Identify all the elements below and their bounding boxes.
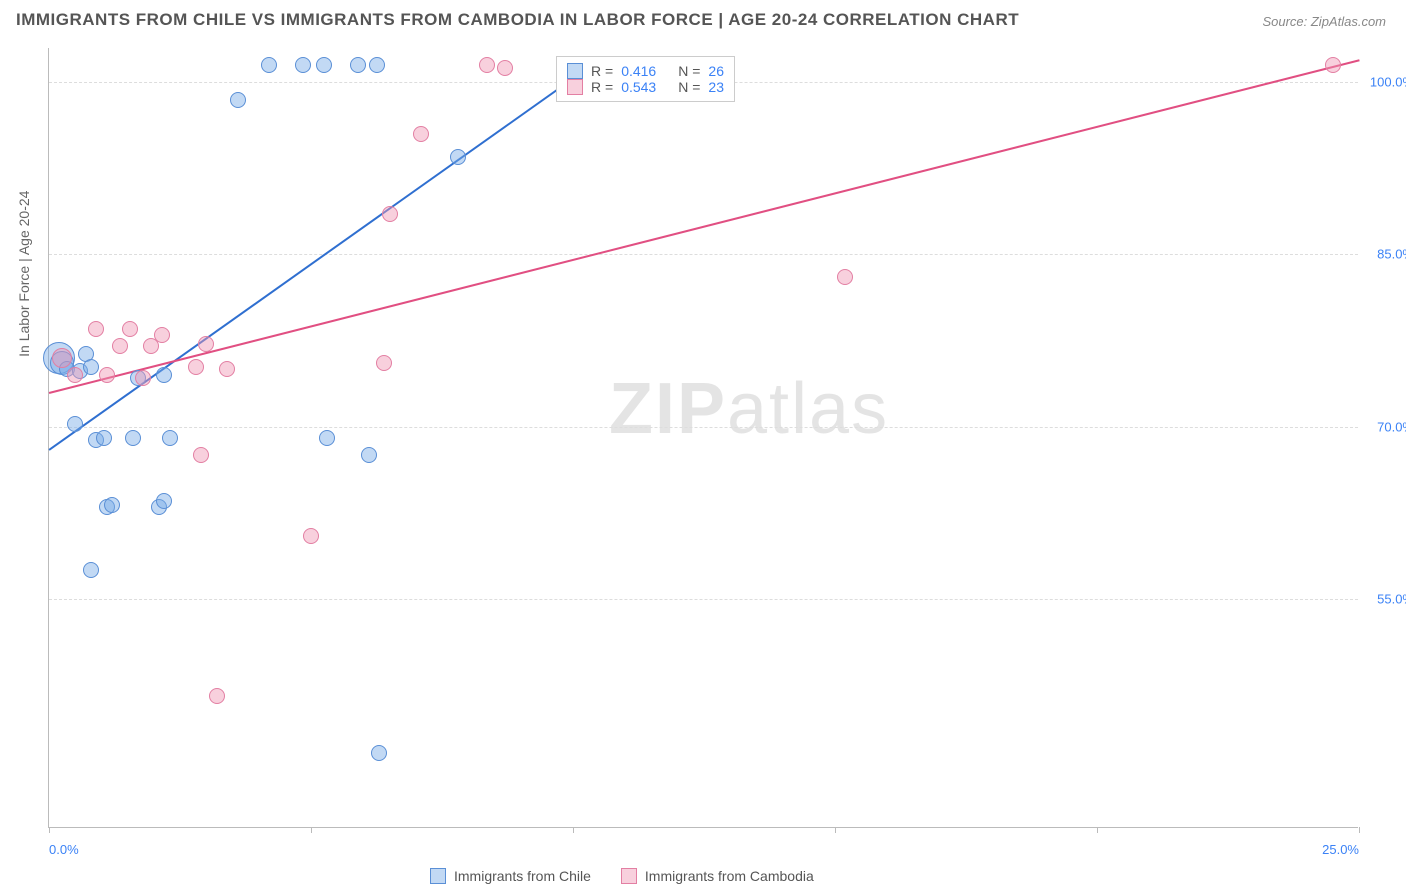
data-point-cambodia <box>497 60 513 76</box>
gridline <box>49 599 1358 600</box>
legend-n-value: 26 <box>708 63 724 79</box>
data-point-cambodia <box>154 327 170 343</box>
data-point-chile <box>361 447 377 463</box>
data-point-cambodia <box>413 126 429 142</box>
data-point-chile <box>369 57 385 73</box>
source-attribution: Source: ZipAtlas.com <box>1262 14 1386 29</box>
chart-title: IMMIGRANTS FROM CHILE VS IMMIGRANTS FROM… <box>16 10 1019 30</box>
y-tick-label: 70.0% <box>1377 419 1406 434</box>
data-point-chile <box>96 430 112 446</box>
legend-label: Immigrants from Chile <box>454 868 591 884</box>
x-tick <box>835 827 836 833</box>
scatter-plot-area: ZIPatlas 55.0%70.0%85.0%100.0%0.0%25.0% <box>48 48 1358 828</box>
data-point-chile <box>83 562 99 578</box>
legend-swatch <box>567 63 583 79</box>
regression-line-cambodia <box>49 59 1359 393</box>
data-point-cambodia <box>837 269 853 285</box>
data-point-chile <box>450 149 466 165</box>
legend-r-label: R = <box>591 79 613 95</box>
data-point-cambodia <box>88 321 104 337</box>
data-point-chile <box>162 430 178 446</box>
x-tick <box>1359 827 1360 833</box>
watermark: ZIPatlas <box>609 368 889 450</box>
data-point-cambodia <box>376 355 392 371</box>
x-tick <box>573 827 574 833</box>
legend-swatch <box>430 868 446 884</box>
data-point-chile <box>319 430 335 446</box>
x-tick <box>49 827 50 833</box>
legend-n-label: N = <box>678 63 700 79</box>
x-tick <box>1097 827 1098 833</box>
data-point-cambodia <box>67 367 83 383</box>
data-point-cambodia <box>193 447 209 463</box>
gridline <box>49 427 1358 428</box>
data-point-cambodia <box>209 688 225 704</box>
data-point-cambodia <box>198 336 214 352</box>
data-point-chile <box>230 92 246 108</box>
legend-swatch <box>621 868 637 884</box>
data-point-cambodia <box>479 57 495 73</box>
data-point-chile <box>371 745 387 761</box>
data-point-chile <box>156 367 172 383</box>
data-point-chile <box>261 57 277 73</box>
y-axis-label: In Labor Force | Age 20-24 <box>16 191 32 357</box>
legend-row: R = 0.416 N = 26 <box>567 63 724 79</box>
y-tick-label: 100.0% <box>1370 75 1406 90</box>
data-point-cambodia <box>188 359 204 375</box>
gridline <box>49 254 1358 255</box>
data-point-cambodia <box>303 528 319 544</box>
x-tick-label: 0.0% <box>49 842 79 857</box>
data-point-cambodia <box>1325 57 1341 73</box>
x-tick-label: 25.0% <box>1322 842 1359 857</box>
legend-n-label: N = <box>678 79 700 95</box>
legend-item: Immigrants from Cambodia <box>621 868 814 884</box>
watermark-atlas: atlas <box>727 369 889 449</box>
legend-r-value: 0.543 <box>621 79 656 95</box>
data-point-chile <box>295 57 311 73</box>
legend-r-value: 0.416 <box>621 63 656 79</box>
data-point-chile <box>316 57 332 73</box>
data-point-chile <box>350 57 366 73</box>
data-point-cambodia <box>112 338 128 354</box>
y-tick-label: 55.0% <box>1377 591 1406 606</box>
legend-label: Immigrants from Cambodia <box>645 868 814 884</box>
data-point-cambodia <box>99 367 115 383</box>
data-point-chile <box>156 493 172 509</box>
data-point-cambodia <box>135 370 151 386</box>
data-point-chile <box>104 497 120 513</box>
legend-swatch <box>567 79 583 95</box>
data-point-chile <box>83 359 99 375</box>
data-point-cambodia <box>52 348 72 368</box>
data-point-chile <box>125 430 141 446</box>
legend-row: R = 0.543 N = 23 <box>567 79 724 95</box>
y-tick-label: 85.0% <box>1377 247 1406 262</box>
legend-n-value: 23 <box>708 79 724 95</box>
data-point-cambodia <box>382 206 398 222</box>
data-point-chile <box>67 416 83 432</box>
data-point-cambodia <box>219 361 235 377</box>
correlation-legend: R = 0.416 N = 26 R = 0.543 N = 23 <box>556 56 735 102</box>
series-legend: Immigrants from Chile Immigrants from Cam… <box>430 868 814 884</box>
legend-r-label: R = <box>591 63 613 79</box>
data-point-cambodia <box>122 321 138 337</box>
watermark-zip: ZIP <box>609 369 727 449</box>
x-tick <box>311 827 312 833</box>
legend-item: Immigrants from Chile <box>430 868 591 884</box>
